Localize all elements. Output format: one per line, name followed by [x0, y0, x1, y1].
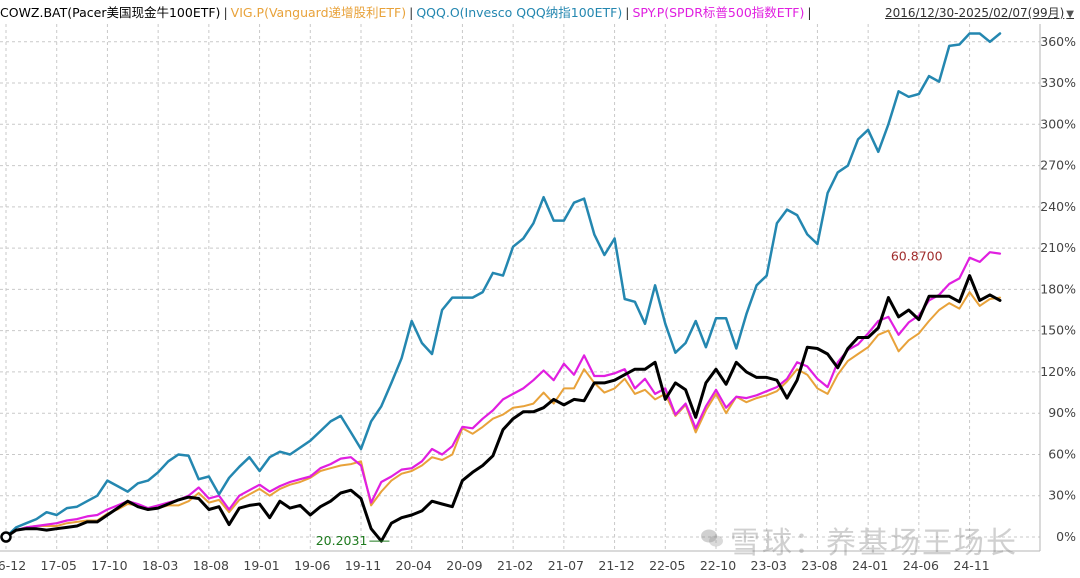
annotation-label: 20.2031 — [316, 533, 368, 548]
x-tick-label: 21-07 — [548, 558, 584, 573]
y-tick-label: 330% — [1040, 75, 1076, 90]
y-tick-label: 60% — [1048, 446, 1076, 461]
series-layer — [4, 32, 1002, 543]
x-tick-label: 17-10 — [91, 558, 127, 573]
legend-separator: | — [223, 5, 228, 20]
x-tick-label: 24-01 — [852, 558, 888, 573]
legend-bar: COWZ.BAT(Pacer美国现金牛100ETF) | VIG.P(Vanguar… — [0, 0, 1080, 26]
y-tick-label: 240% — [1040, 199, 1076, 214]
annotation-label: 60.8700 — [891, 248, 943, 263]
x-tick-label: 21-12 — [598, 558, 634, 573]
series-line-spy[interactable] — [4, 251, 1002, 539]
watermark: 雪球：养基场王场长 — [730, 526, 1018, 561]
x-tick-label: 17-05 — [41, 558, 77, 573]
x-tick-label: 24-06 — [903, 558, 939, 573]
wechat-logo-icon — [701, 529, 723, 547]
x-tick-label: 18-03 — [142, 558, 178, 573]
y-tick-label: 0% — [1056, 529, 1076, 544]
series-line-cowz[interactable] — [4, 274, 1002, 543]
legend-separator: | — [807, 5, 812, 20]
series-line-qqq[interactable] — [4, 32, 1002, 539]
legend-item-spy[interactable]: SPY.P(SPDR标普500指数ETF) — [632, 5, 805, 20]
x-tick-label: 19-11 — [345, 558, 381, 573]
y-tick-label: 150% — [1040, 323, 1076, 338]
legend-item-qqq[interactable]: QQQ.O(Invesco QQQ纳指100ETF) — [416, 5, 623, 20]
dropdown-triangle-icon: ▼ — [1066, 9, 1074, 20]
y-tick-label: 210% — [1040, 240, 1076, 255]
y-tick-label: 180% — [1040, 281, 1076, 296]
x-tick-label: 22-05 — [649, 558, 685, 573]
y-tick-label: 270% — [1040, 158, 1076, 173]
legend-separator: | — [409, 5, 414, 20]
x-tick-label: 20-04 — [396, 558, 432, 573]
x-tick-label: 20-09 — [446, 558, 482, 573]
legend-item-vig[interactable]: VIG.P(Vanguard递增股利ETF) — [230, 5, 407, 20]
y-tick-label: 30% — [1048, 488, 1076, 503]
date-range-label: 2016/12/30-2025/02/07(99月) — [885, 6, 1065, 20]
y-tick-label: 120% — [1040, 364, 1076, 379]
x-tick-label: 24-11 — [953, 558, 989, 573]
axes: 0% 30% 60% 90% 120% 150% 180% 210% 240% 270% 300% 3… — [0, 24, 1076, 573]
grid-lines — [0, 24, 1040, 551]
x-tick-label: 18-08 — [193, 558, 229, 573]
legend-separator: | — [625, 5, 630, 20]
x-tick-label: 22-10 — [700, 558, 736, 573]
series-line-vig[interactable] — [5, 291, 1001, 538]
x-tick-label: 16-12 — [0, 558, 26, 573]
x-tick-label: 23-08 — [801, 558, 837, 573]
x-tick-label: 23-03 — [751, 558, 787, 573]
annotation-layer: 60.8700 20.2031 — [0, 248, 943, 548]
y-tick-label: 90% — [1048, 405, 1076, 420]
y-tick-label: 360% — [1040, 34, 1076, 49]
x-tick-label: 21-02 — [497, 558, 533, 573]
x-tick-label: 19-01 — [243, 558, 279, 573]
legend-item-cowz[interactable]: COWZ.BAT(Pacer美国现金牛100ETF) — [0, 5, 221, 20]
start-point-marker — [0, 531, 12, 543]
x-tick-label: 19-06 — [294, 558, 330, 573]
date-range-selector[interactable]: 2016/12/30-2025/02/07(99月) ▼ — [885, 4, 1074, 21]
y-tick-label: 300% — [1040, 116, 1076, 131]
